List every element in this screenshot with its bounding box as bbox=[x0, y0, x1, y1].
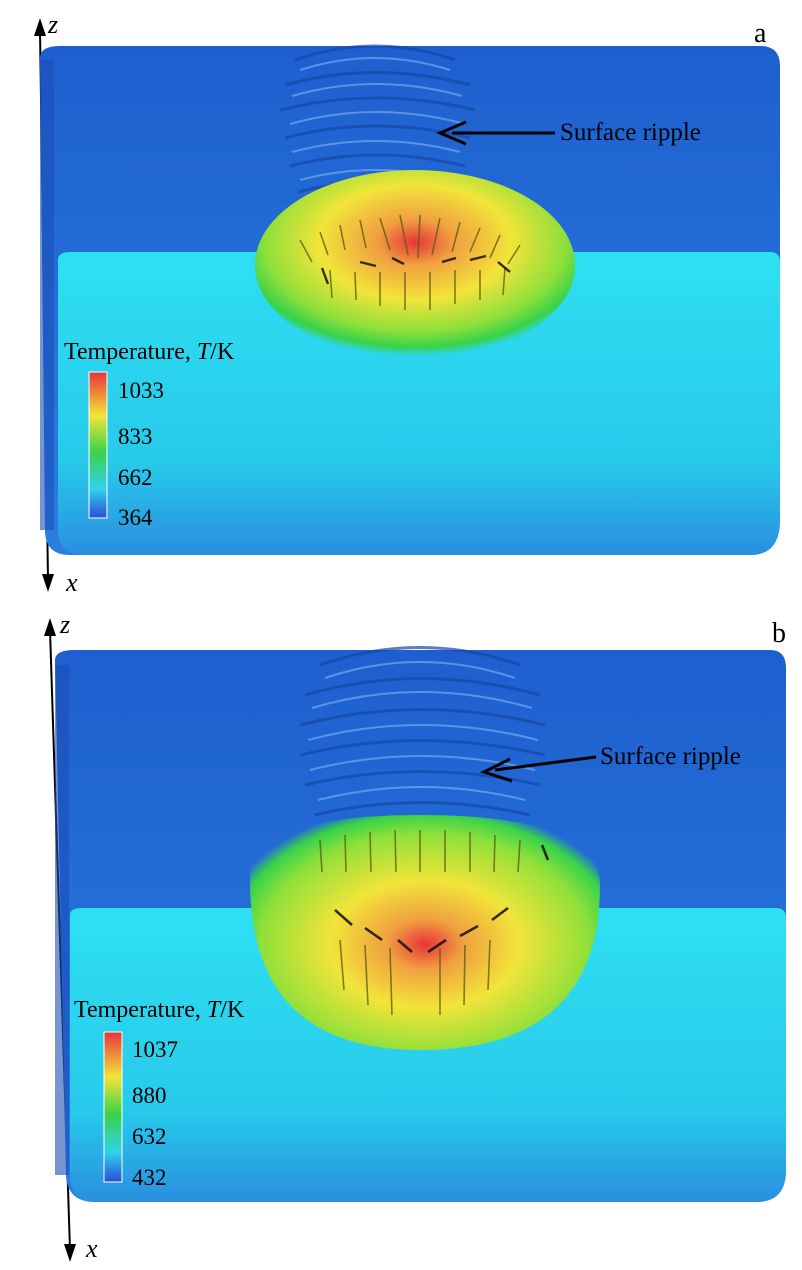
panel-a: z x a Surface ripple Temperature, T/K 10… bbox=[0, 0, 802, 600]
colorbar-a bbox=[88, 371, 108, 519]
legend-tick-a-3: 364 bbox=[118, 505, 153, 530]
legend-tick-b-0: 1037 bbox=[132, 1037, 178, 1062]
melt-pool-a bbox=[255, 170, 575, 360]
legend-tick-b-1: 880 bbox=[132, 1083, 167, 1108]
legend-title-symbol-b: T bbox=[206, 997, 221, 1023]
legend-tick-a-2: 662 bbox=[118, 465, 153, 490]
velocity-vectors-b bbox=[319, 829, 521, 1016]
legend-title-symbol-a: T bbox=[196, 339, 211, 365]
z-axis-label-b: z bbox=[60, 610, 71, 639]
panel-letter-a: a bbox=[754, 18, 767, 49]
panel-b: z x b Surface ripple Temperature, T/K 10… bbox=[0, 610, 802, 1270]
melt-pool-b bbox=[250, 815, 600, 1050]
block-front-face-a bbox=[58, 252, 780, 555]
legend-title-b: Temperature, T/K bbox=[74, 998, 244, 1022]
colorbar-b bbox=[103, 1031, 123, 1183]
panel-letter-b: b bbox=[772, 618, 786, 649]
legend-title-unit-a: /K bbox=[210, 339, 235, 365]
legend-tick-a-0: 1033 bbox=[118, 378, 164, 403]
legend-tick-a-1: 833 bbox=[118, 424, 153, 449]
surface-ripple-label-b: Surface ripple bbox=[600, 743, 741, 770]
block-front-face-b bbox=[70, 908, 786, 1202]
simulation-render-b bbox=[44, 618, 786, 1262]
legend-tick-b-2: 632 bbox=[132, 1124, 167, 1149]
legend-title-a: Temperature, T/K bbox=[64, 340, 234, 364]
simulation-render-a bbox=[34, 18, 780, 592]
legend-tick-b-3: 432 bbox=[132, 1165, 167, 1190]
z-axis-label-a: z bbox=[48, 10, 59, 39]
surface-ripples-b bbox=[299, 646, 546, 817]
x-axis-label-b: x bbox=[86, 1234, 98, 1263]
surface-ripple-label-a: Surface ripple bbox=[560, 119, 701, 146]
velocity-vectors-a bbox=[299, 214, 521, 310]
legend-title-prefix-a: Temperature, bbox=[64, 339, 197, 365]
legend-title-unit-b: /K bbox=[220, 997, 245, 1023]
legend-title-prefix-b: Temperature, bbox=[74, 997, 207, 1023]
x-axis-label-a: x bbox=[66, 568, 78, 597]
